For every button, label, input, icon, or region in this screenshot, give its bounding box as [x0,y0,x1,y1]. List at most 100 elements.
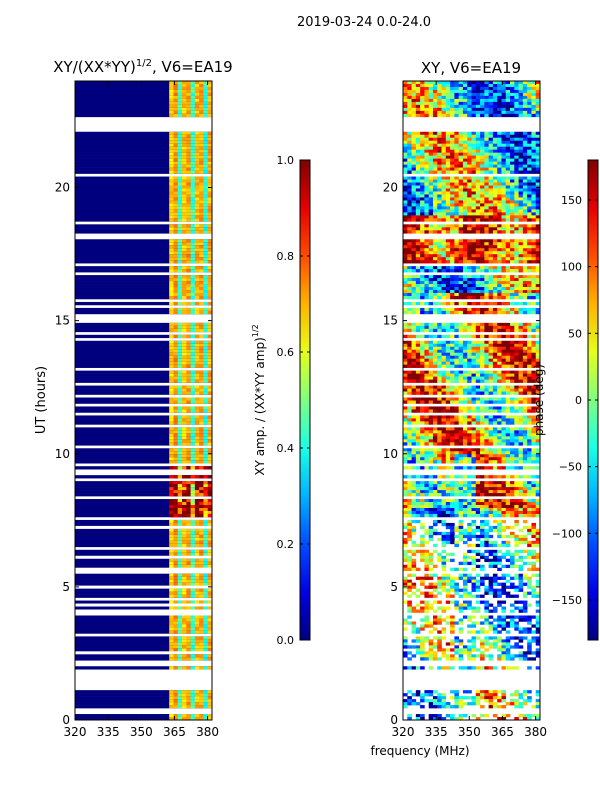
phase-cell [488,448,494,452]
amplitude-cell [203,155,209,159]
phase-cell [432,355,438,359]
amplitude-cell [173,224,179,228]
phase-cell [531,275,537,279]
phase-cell [415,295,421,300]
amplitude-cell [203,430,209,434]
phase-cell [527,155,532,159]
amplitude-cell [173,194,179,198]
phase-cell [475,391,481,395]
phase-cell [531,391,537,395]
phase-cell [505,340,511,345]
phase-cell [510,188,515,192]
phase-cell [441,442,447,446]
phase-cell [467,352,472,357]
amplitude-cell [169,549,174,554]
phase-cell [441,409,447,413]
phase-cell [445,388,451,392]
phase-cell [531,406,537,410]
phase-cell [458,442,464,446]
amplitude-cell [177,239,183,243]
phase-cell [411,104,417,109]
amplitude-cell [169,206,174,210]
phase-cell [411,293,417,297]
phase-cell [420,448,425,452]
phase-cell [527,379,532,383]
phase-cell [424,95,429,100]
phase-cell [471,209,477,213]
phase-cell [518,179,524,183]
phase-cell [510,245,515,249]
phase-cell [531,400,537,404]
amplitude-cell [173,639,179,643]
phase-cell [527,167,532,171]
amplitude-cell [203,269,209,273]
amplitude-cell [186,699,191,703]
phase-cell [514,155,519,159]
phase-cell [535,152,540,156]
amplitude-cell [169,191,174,195]
amplitude-xtick-label: 380 [196,725,219,739]
phase-cell [471,215,477,219]
phase-cell [445,290,451,294]
phase-cell [510,388,515,392]
phase-cell [518,388,524,392]
phase-cell [510,167,515,171]
phase-cell [505,433,511,437]
amplitude-cell [207,245,212,249]
phase-cell [501,158,507,162]
amplitude-cell [203,275,209,279]
phase-cell [514,245,519,249]
amplitude-cell [190,522,196,527]
amplitude-cell [169,131,174,136]
phase-cell [518,421,524,425]
amplitude-cell [194,200,200,204]
amplitude-cell [182,295,187,300]
amplitude-cell [186,582,191,586]
amplitude-cell [182,104,187,109]
phase-cell [475,113,481,118]
amplitude-cell [194,475,200,479]
amplitude-cell [203,373,209,377]
phase-cell [531,131,537,136]
phase-cell [480,239,485,243]
phase-cell [522,206,528,210]
amplitude-cell [207,466,212,470]
amplitude-cell [203,531,209,536]
amplitude-row [75,609,212,613]
amplitude-cell [177,639,183,643]
amplitude-cell [177,558,183,563]
phase-cell [424,340,429,345]
amplitude-cell [169,164,174,168]
phase-cell [411,346,417,351]
phase-cell [403,406,408,410]
amplitude-cell [169,400,174,404]
amplitude-cell [182,83,187,88]
amplitude-cell [186,346,191,351]
phase-cell [475,373,481,377]
phase-cell [458,418,464,422]
phase-cell [522,134,528,139]
amplitude-cell [169,502,174,506]
phase-cell [415,212,421,216]
amplitude-cell [194,161,200,165]
phase-cell [505,391,511,395]
amplitude-cell [177,364,183,368]
phase-cell [480,325,485,330]
phase-cell [467,346,472,351]
phase-cell [535,260,540,264]
phase-cell [450,152,455,156]
phase-cell [437,215,442,219]
phase-cell [403,278,408,282]
phase-cell [514,334,519,339]
phase-cell [510,364,515,368]
amplitude-cell [194,642,200,646]
phase-cell [403,328,408,333]
phase-cell [484,107,489,112]
phase-cell [531,343,537,348]
phase-cell [445,197,451,201]
phase-cell [407,245,412,249]
phase-cell [454,188,459,192]
amplitude-cell [177,636,183,640]
amplitude-cell [207,439,212,443]
phase-cell [454,143,459,147]
